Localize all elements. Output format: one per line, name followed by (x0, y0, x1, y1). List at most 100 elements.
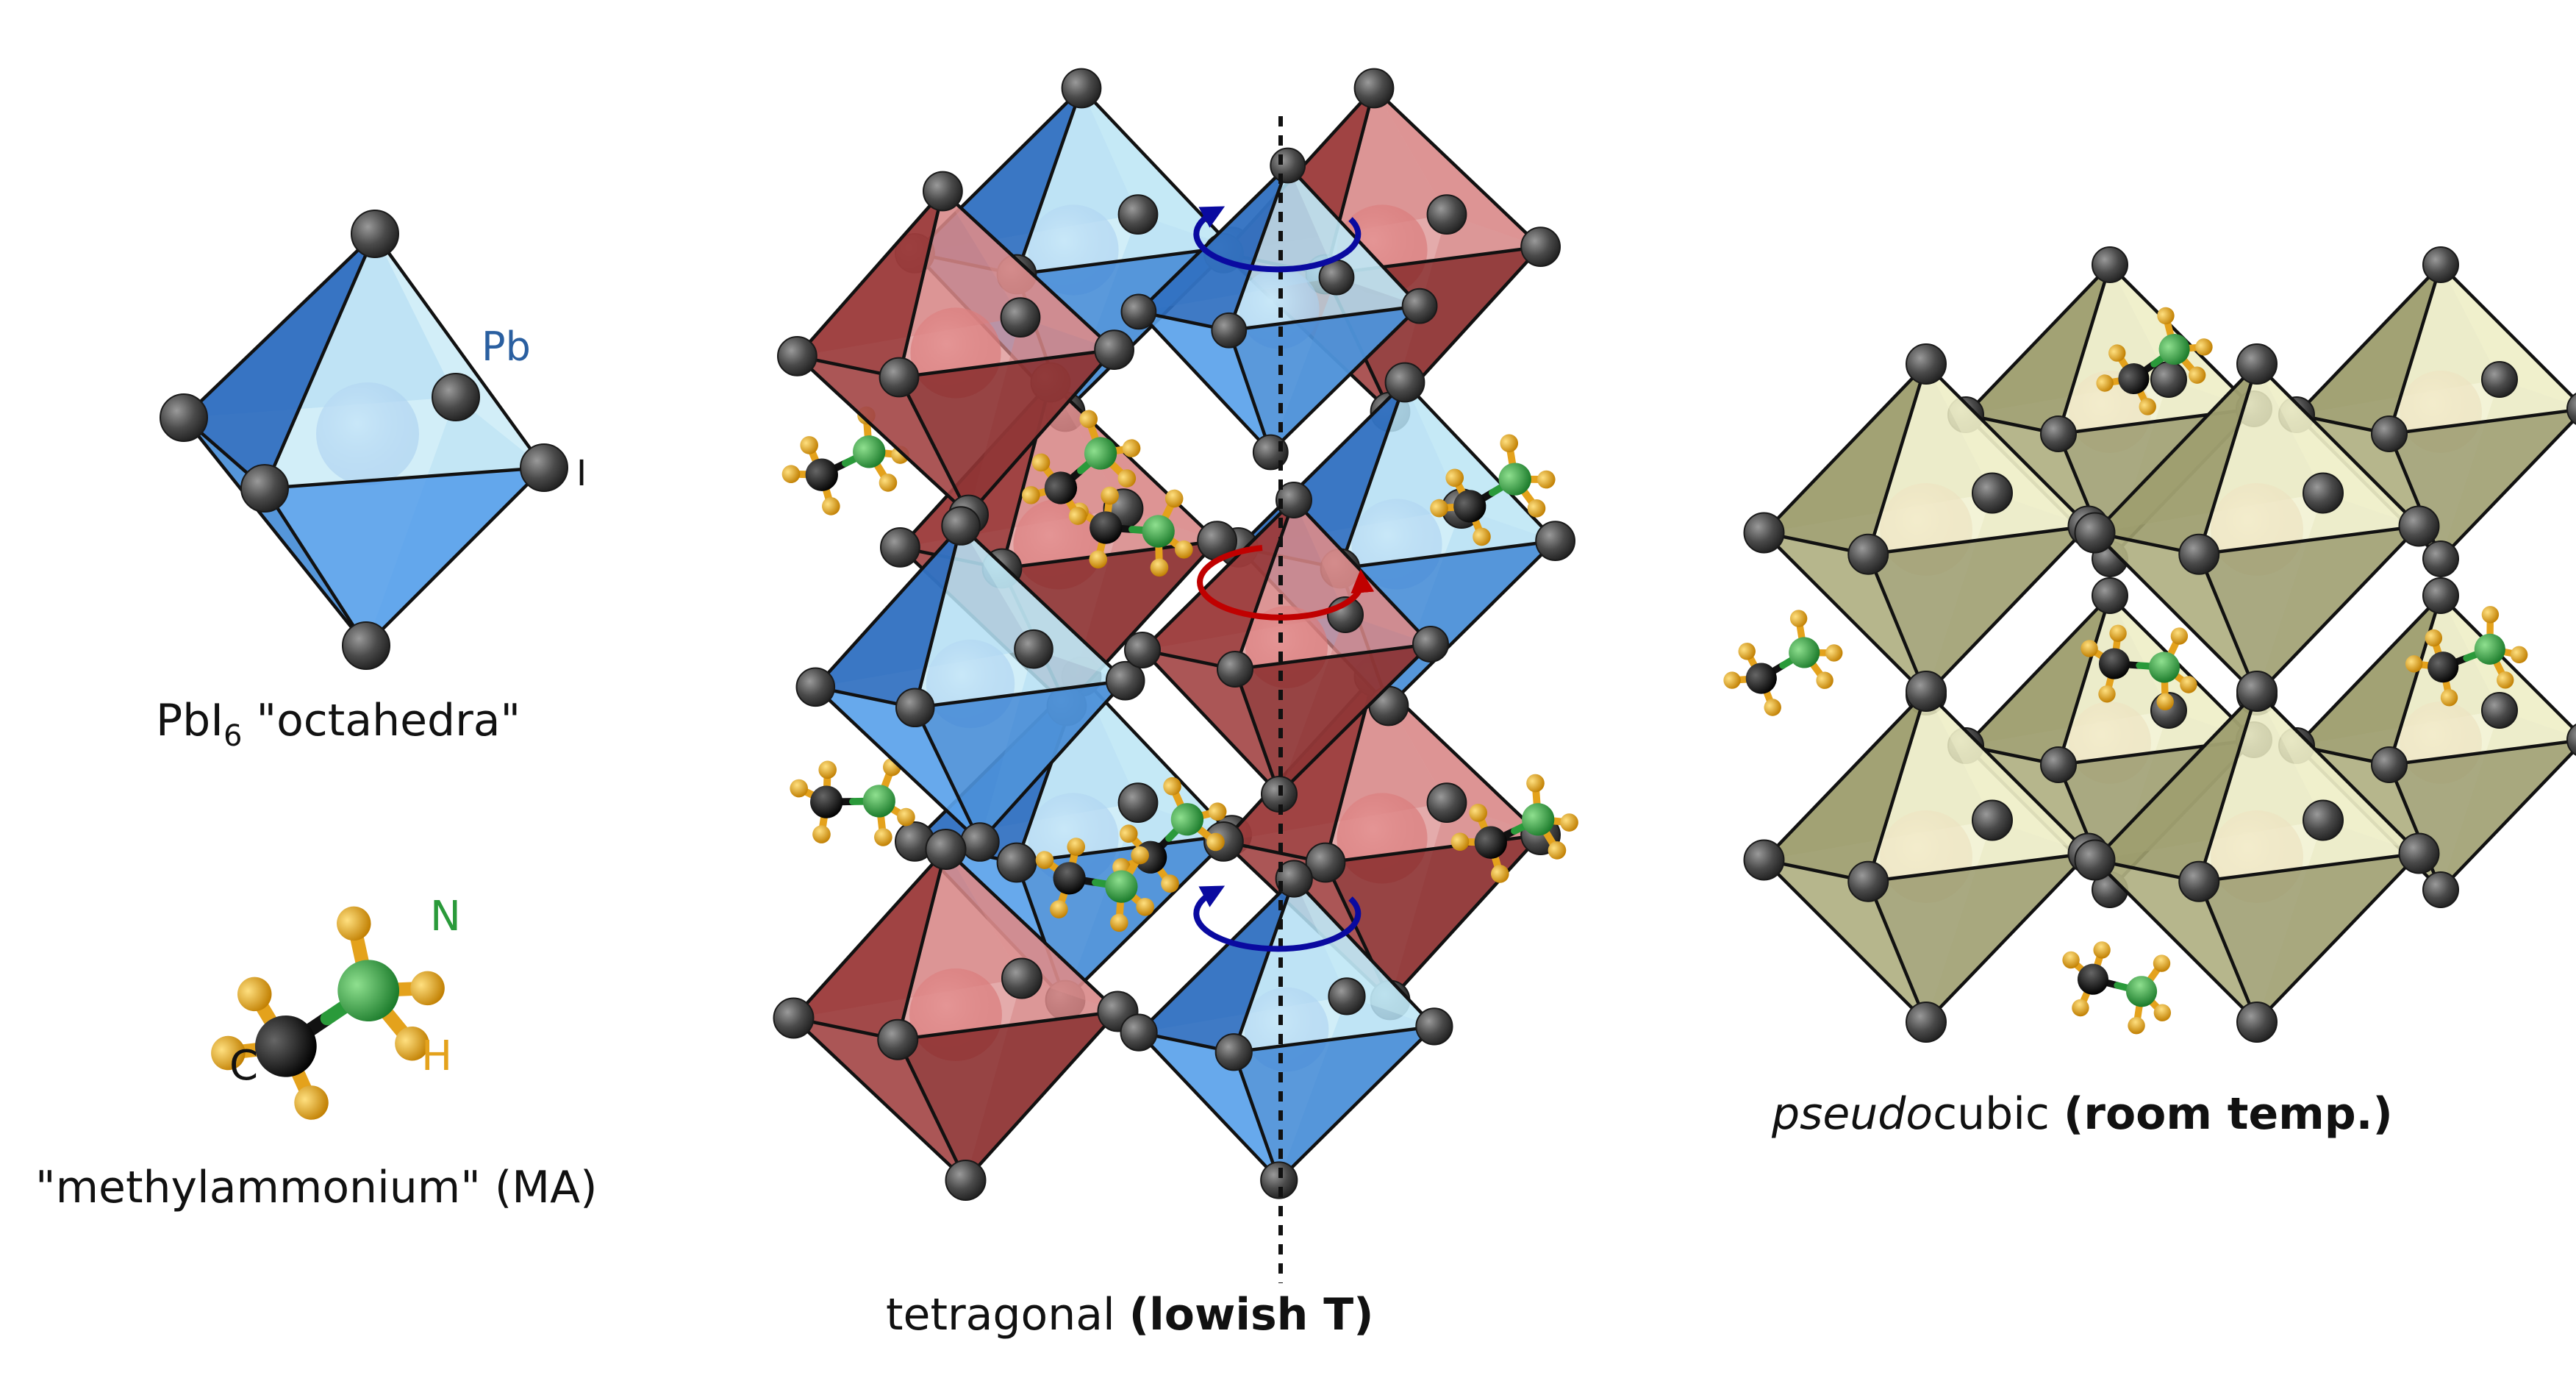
cub-back-top-right-iodine-atom (2566, 393, 2576, 425)
nitrogen-atom (1789, 637, 1820, 668)
cub-front-top-left (1743, 343, 2109, 715)
hydrogen-atom (1050, 900, 1068, 918)
cub-ma-molecule-1 (1723, 610, 1843, 716)
cub-front-bottom-left-iodine-atom (1847, 860, 1889, 902)
cub-back-top-right-iodine-atom (2481, 361, 2518, 398)
cub-front-bottom-right-iodine-atom (2074, 839, 2116, 881)
hydrogen-atom (1067, 838, 1086, 856)
tet-back-blue-bottom-iodine-atom (996, 842, 1037, 883)
hydrogen-atom (818, 760, 837, 779)
tet-front-blue-bottom-iodine-atom (1214, 1033, 1253, 1071)
cub-back-top-right-iodine-atom (2422, 540, 2459, 577)
hydrogen-atom (2510, 646, 2528, 663)
tet-front-blue-mid (795, 506, 1145, 862)
tet-front-red-top-iodine-atom (923, 171, 963, 212)
tet-ma-molecule-3 (1430, 434, 1556, 546)
tet-ma-molecule-6 (1035, 838, 1154, 932)
hydrogen-atom (897, 807, 915, 827)
cub-front-bottom-right-iodine-atom (2236, 671, 2278, 712)
tet-back-red-top-iodine-atom (1426, 194, 1467, 235)
hydrogen-atom (781, 465, 801, 484)
octahedra-caption-suffix: "octahedra" (242, 695, 520, 746)
tet-back-red-top-iodine-atom (1520, 226, 1561, 268)
hydrogen-atom (2098, 685, 2116, 703)
tet-front-blue-mid-iodine-atom (795, 667, 836, 707)
octahedra-caption-subscript: 6 (223, 719, 242, 753)
hydrogen-atom (1500, 434, 1519, 453)
hydrogen-atom (1469, 804, 1487, 822)
hydrogen-atom (2497, 671, 2514, 689)
octahedra-caption: PbI6 "octahedra" (156, 695, 520, 753)
hydrogen-atom (1164, 489, 1184, 508)
tet-front-blue-bottom (1120, 860, 1453, 1199)
cub-back-top-right-iodine-atom (2422, 246, 2459, 283)
tet-front-blue-top-iodine-atom (1120, 293, 1157, 330)
carbon-atom (810, 785, 843, 818)
ma-caption: "methylammonium" (MA) (35, 1162, 598, 1213)
ma-molecule (211, 906, 445, 1120)
hydrogen-atom (2093, 941, 2111, 959)
hydrogen-atom (2180, 676, 2197, 693)
cub-front-top-left-iodine-atom (1972, 472, 2013, 514)
iodine-atom (520, 443, 568, 492)
nitrogen-atom (1498, 463, 1531, 496)
hydrogen-atom (822, 497, 840, 515)
tet-front-blue-mid-iodine-atom (941, 506, 981, 546)
carbon-atom (805, 458, 838, 491)
cub-back-bottom-right-iodine-atom (2422, 871, 2459, 908)
cub-ma-molecule-3 (2405, 606, 2528, 707)
iodine-atom (351, 210, 399, 258)
tet-back-red-mid-iodine-atom (880, 527, 920, 568)
cub-back-bottom-left-iodine-atom (2092, 577, 2128, 614)
nitrogen-atom (2474, 633, 2505, 665)
tet-back-red-bottom-iodine-atom (1426, 782, 1467, 823)
hydrogen-atom (2081, 640, 2098, 657)
tet-back-blue-top-iodine-atom (1061, 68, 1102, 109)
nitrogen-atom (1105, 870, 1138, 903)
pseudocubic-caption-text: cubic (1933, 1088, 2064, 1140)
hydrogen-atom (879, 474, 898, 492)
nitrogen-atom (337, 960, 400, 1022)
tet-front-red-bottom-iodine-atom (1001, 957, 1042, 999)
hydrogen-atom (1035, 851, 1054, 869)
hydrogen-atom (2405, 655, 2423, 673)
tet-back-red-top-iodine-atom (1353, 68, 1395, 109)
carbon-atom (1745, 663, 1777, 694)
cub-front-top-right-iodine-atom (2178, 533, 2220, 575)
cub-back-bottom-right-iodine-atom (2566, 724, 2576, 756)
carbon-atom (2077, 963, 2109, 995)
tet-front-blue-bottom-iodine-atom (1415, 1007, 1453, 1046)
hydrogen-atom (2108, 344, 2126, 362)
tet-front-red-mid-iodine-atom (1276, 482, 1312, 518)
tet-ma-molecule-1 (1070, 486, 1193, 577)
hydrogen-atom (2440, 689, 2458, 707)
cub-front-top-left-iodine-atom (1847, 533, 1889, 575)
tet-front-blue-top-iodine-atom (1270, 147, 1306, 184)
carbon-atom (2118, 363, 2150, 395)
cub-back-top-left-iodine-atom (2040, 415, 2077, 452)
hydrogen-atom (1206, 832, 1225, 852)
tet-ma-molecule-7 (1450, 774, 1578, 883)
cub-ma-molecule-2 (2081, 624, 2197, 711)
single-octahedron (160, 210, 568, 670)
tetragonal-structure (773, 147, 1578, 1201)
cub-ma-molecule-0 (2096, 307, 2213, 415)
cub-back-top-right-iodine-atom (2371, 415, 2408, 452)
nitrogen-atom (2158, 333, 2190, 365)
hydrogen-atom (1491, 865, 1509, 883)
hydrogen-atom (1122, 439, 1141, 457)
tet-front-red-mid-iodine-atom (1412, 626, 1449, 663)
tetragonal-caption: tetragonal (lowish T) (886, 1289, 1374, 1341)
tet-front-blue-bottom-iodine-atom (1260, 1161, 1298, 1199)
cub-ma-molecule-4 (2062, 941, 2172, 1035)
iodine-atom (342, 621, 390, 670)
hydrogen-atom (410, 971, 445, 1006)
pbi6-octahedron (160, 210, 568, 670)
hydrogen-atom (2481, 606, 2500, 624)
hydrogen-atom (1031, 453, 1051, 472)
tet-back-blue-mid-iodine-atom (1535, 521, 1576, 561)
hydrogen-atom (2153, 954, 2171, 972)
cub-front-bottom-left-iodine-atom (1972, 799, 2013, 841)
hydrogen-atom (800, 436, 818, 454)
